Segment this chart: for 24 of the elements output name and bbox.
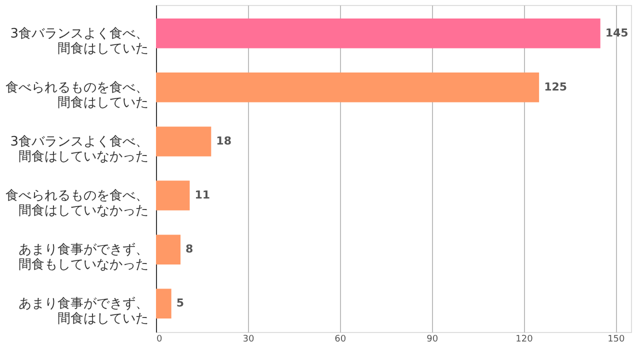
data-label: 18 xyxy=(216,134,232,148)
data-label: 145 xyxy=(605,26,628,40)
bar xyxy=(156,72,540,102)
x-tick-label: 30 xyxy=(242,334,254,344)
y-tick-label: 3食バランスよく食べ、間食はしていなかった xyxy=(10,134,148,164)
x-tick-label: 150 xyxy=(608,334,626,344)
y-tick-label: 食べられるものを食べ、間食はしていなかった xyxy=(6,188,148,219)
x-tick-label: 0 xyxy=(156,334,162,344)
bar xyxy=(156,180,190,210)
bar xyxy=(156,18,600,48)
y-tick-label: 3食バランスよく食べ、間食はしていた xyxy=(10,26,148,56)
bar xyxy=(156,234,181,264)
x-tick-label: 120 xyxy=(516,334,534,344)
data-label: 125 xyxy=(544,80,568,94)
x-tick-label: 90 xyxy=(426,334,438,344)
bar xyxy=(156,288,172,318)
y-tick-label: あまり食事ができず、間食はしていた xyxy=(18,296,148,327)
data-label: 5 xyxy=(176,296,184,310)
data-label: 11 xyxy=(194,188,210,202)
x-tick-label: 60 xyxy=(334,334,346,344)
bar xyxy=(156,126,212,156)
y-tick-label: あまり食事ができず、間食もしていなかった xyxy=(18,242,148,273)
y-tick-label: 食べられるものを食べ、間食はしていた xyxy=(6,80,148,110)
data-label: 8 xyxy=(186,242,194,256)
